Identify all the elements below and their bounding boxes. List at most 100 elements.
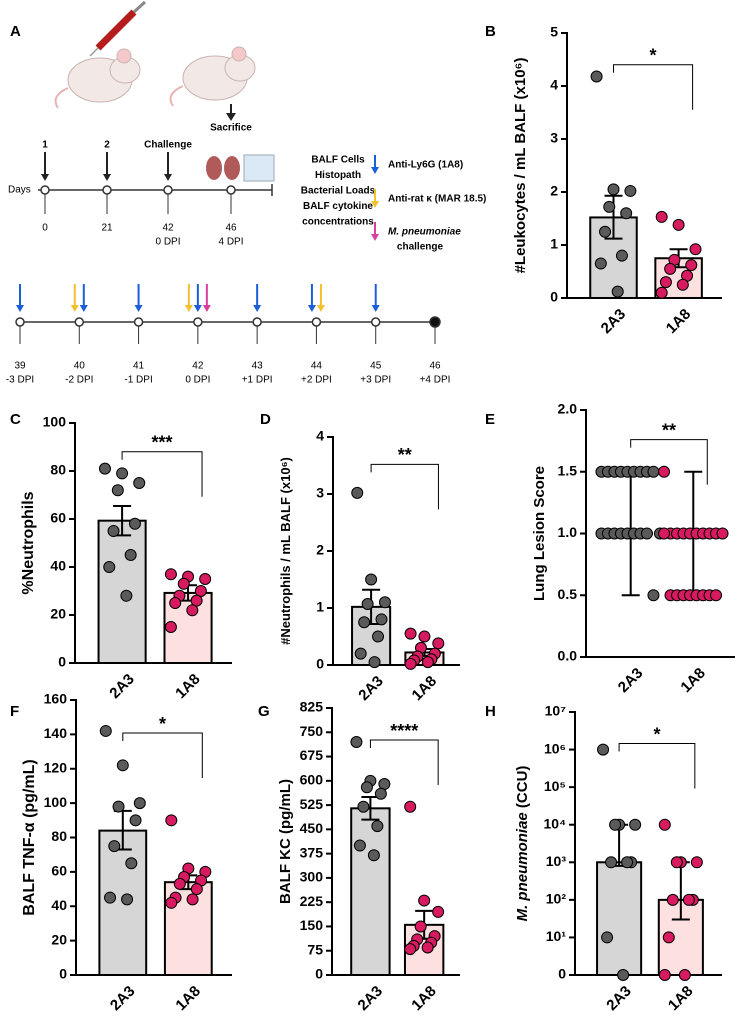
data-point: [404, 800, 417, 813]
y-axis-label-part: M. pneumoniae: [514, 812, 531, 921]
data-point: [690, 856, 703, 869]
legend-label: Anti-Ly6G (1A8): [388, 160, 463, 171]
mouse-icon: [54, 48, 141, 109]
y-tick-label: 75: [307, 941, 323, 957]
data-point: [676, 278, 689, 291]
x-tick-label: 2A3: [355, 673, 386, 704]
timepoint: [15, 317, 25, 327]
y-tick-label: 100: [44, 794, 68, 810]
data-point: [432, 637, 445, 650]
mouse-icon: [169, 46, 256, 107]
x-tick-label: 1A8: [408, 983, 439, 1014]
data-point: [173, 877, 186, 890]
data-point: [647, 589, 660, 602]
y-axis-label: BALF TNF-α (pg/mL): [21, 759, 38, 915]
data-point: [624, 184, 637, 197]
data-point: [647, 465, 660, 478]
legend-arrow-head: [371, 167, 379, 174]
event-label: 1: [42, 140, 48, 151]
data-point: [367, 849, 380, 862]
day-label: 46: [225, 223, 237, 234]
injection-arrow-head: [307, 305, 316, 312]
y-tick-label: 80: [51, 828, 67, 844]
y-tick-label: 600: [300, 772, 324, 788]
y-tick-label: 0: [59, 966, 67, 982]
y-tick-label: 60: [50, 510, 66, 526]
arrow-head: [103, 174, 111, 181]
y-tick-label: 1.5: [558, 462, 578, 478]
data-point: [199, 573, 212, 585]
data-point: [590, 70, 603, 83]
panel-label: E: [485, 411, 495, 428]
x-tick-label: 2A3: [615, 665, 646, 696]
data-point: [351, 486, 364, 499]
data-point: [421, 941, 434, 954]
timepoint: [133, 317, 144, 327]
dpi-label: +4 DPI: [420, 375, 451, 386]
arrow-head: [41, 174, 49, 181]
data-point: [374, 787, 387, 800]
dpi-label: 0 DPI: [185, 375, 210, 386]
x-tick-label: 1A8: [677, 665, 708, 696]
day-label: 39: [14, 361, 26, 372]
y-tick-label: 20: [50, 606, 66, 622]
y-tick-label: 0.5: [558, 586, 578, 602]
outcome: BALF Cells: [311, 155, 365, 166]
outcome: Bacterial Loads: [301, 186, 376, 197]
dpi-label: 4 DPI: [218, 237, 243, 248]
y-tick-label: 1: [550, 236, 558, 252]
y-tick-label: 3: [316, 485, 324, 501]
significance-label: *: [653, 724, 660, 744]
injection-arrow-head: [371, 305, 380, 312]
data-point: [655, 286, 668, 299]
day-label: 43: [252, 361, 264, 372]
x-tick-label: 1A8: [663, 306, 694, 337]
outcome: BALF cytokine: [303, 201, 373, 212]
axis-label: Days: [8, 185, 31, 196]
injection-arrow-head: [70, 305, 79, 312]
y-tick-label: 0.0: [558, 648, 578, 664]
significance-bracket: [369, 739, 439, 786]
significance-bracket: [121, 451, 203, 497]
x-tick-label: 1A8: [665, 983, 696, 1014]
data-point: [658, 818, 671, 831]
data-point: [375, 613, 388, 626]
y-tick-label: 150: [300, 917, 324, 933]
data-point: [368, 656, 381, 669]
data-point: [607, 183, 620, 196]
data-point: [186, 604, 199, 617]
data-point: [716, 527, 729, 540]
data-point: [432, 905, 445, 918]
y-tick-label: 4: [550, 77, 558, 93]
y-axis-label: Lung Lesion Score: [531, 466, 548, 601]
data-point: [350, 735, 363, 748]
timepoint: [226, 185, 236, 195]
y-tick-label: 0: [558, 966, 566, 982]
timepoint: [370, 317, 381, 327]
y-axis-label-part: %Neutrophils: [20, 491, 37, 594]
data-point: [371, 820, 384, 833]
injection-arrow-head: [79, 305, 88, 312]
y-axis-label: #Leukocytes / mL BALF (x10⁶): [512, 58, 529, 274]
timepoint: [163, 185, 173, 195]
data-point: [615, 249, 628, 262]
dpi-label: +1 DPI: [242, 375, 273, 386]
y-tick-label: 10⁷: [545, 703, 567, 719]
data-point: [190, 883, 203, 896]
data-point: [169, 597, 182, 609]
data-point: [104, 891, 117, 904]
injection-arrow-head: [16, 305, 24, 312]
syringe-icon: [89, 0, 147, 57]
dpi-label: -2 DPI: [65, 375, 93, 386]
data-point: [165, 814, 178, 827]
data-point: [594, 257, 607, 270]
y-tick-label: 3: [550, 130, 558, 146]
data-point: [111, 484, 124, 497]
timepoint: [252, 317, 262, 327]
data-point: [617, 969, 630, 981]
data-point: [601, 931, 614, 944]
y-tick-label: 10⁵: [544, 778, 566, 794]
data-point: [128, 517, 141, 530]
dpi-label: +2 DPI: [301, 375, 332, 386]
